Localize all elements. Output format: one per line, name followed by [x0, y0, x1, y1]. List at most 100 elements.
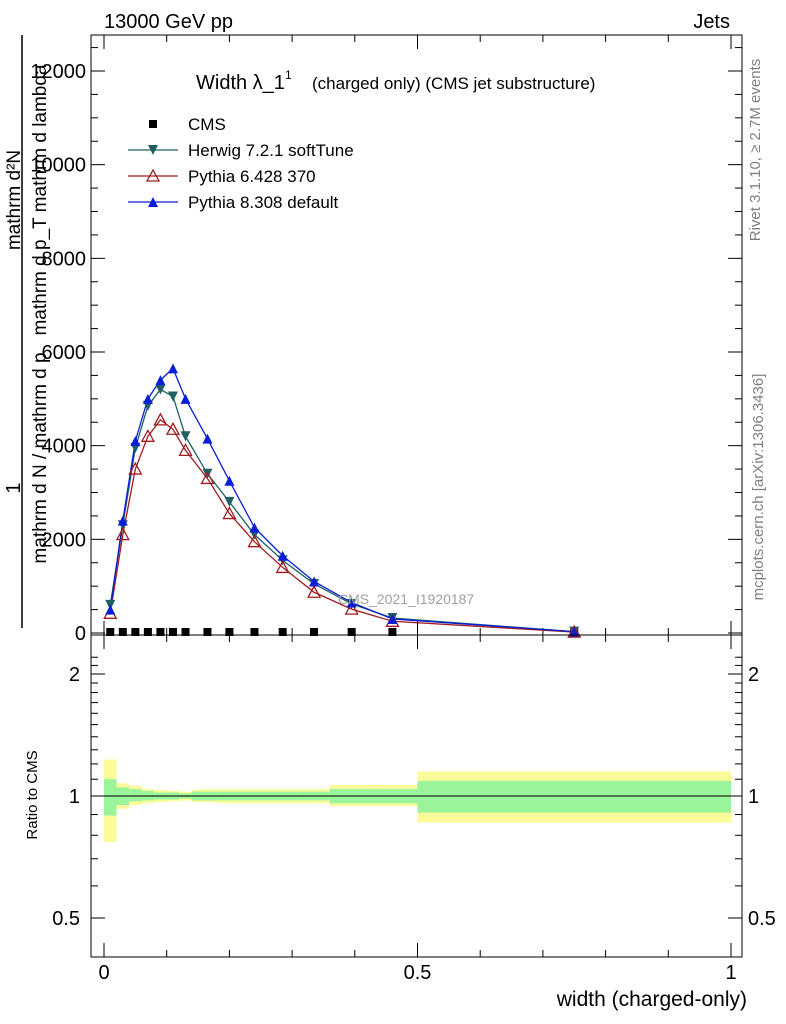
pythia8-data-point: [142, 393, 153, 404]
ylabel-denominator: mathrm d N / mathrm d p: [30, 352, 51, 563]
herwig-data-point: [224, 496, 235, 507]
ratio-panel-ticks: [91, 635, 742, 957]
pythia8-data-point: [309, 576, 320, 587]
legend-marker: [145, 168, 161, 182]
pythia6-data-point: [222, 506, 237, 520]
pythia6-data-point: [247, 534, 262, 548]
cms-data-point: [131, 628, 140, 636]
cms-data-point: [143, 628, 152, 636]
pythia8-data-point: [224, 475, 235, 486]
pythia8-data-point: [249, 522, 260, 533]
side-label-rivet: Rivet 3.1.10, ≥ 2.7M events: [747, 59, 764, 242]
legend-label: Pythia 6.428 370: [188, 167, 316, 186]
pythia6-data-point: [344, 601, 359, 615]
main-panel-ytick-labels: 0 2000 4000 6000 8000 10000 12000: [30, 61, 86, 645]
cms-data-point: [203, 628, 212, 636]
pythia8-data-point: [180, 393, 191, 404]
ratio-xtick-label: 1: [725, 962, 736, 984]
ylabel-one: 1: [3, 482, 25, 493]
header-category: Jets: [693, 11, 730, 33]
ratio-ytick-label-left: 2: [69, 664, 80, 686]
main-ytick-label: 12000: [30, 61, 86, 83]
pythia8-data-point: [167, 363, 178, 374]
pythia8-data-point: [130, 435, 141, 446]
cms-data-point: [310, 628, 319, 636]
pythia8-data-point: [117, 515, 128, 526]
pythia6-data-point: [115, 527, 130, 541]
legend-marker: [148, 197, 158, 207]
herwig-data-point: [180, 431, 191, 442]
main-ytick-label: 0: [75, 623, 86, 645]
cms-data-point: [278, 628, 287, 636]
ratio-xtick-label: 0.5: [404, 962, 432, 984]
cms-data-point: [168, 628, 177, 636]
cms-data-point: [225, 628, 234, 636]
ratio-panel-bands: [104, 759, 731, 843]
header-energy: 13000 GeV pp: [104, 11, 233, 33]
pythia6-data-point: [200, 471, 215, 485]
ratio-band-green: [129, 789, 142, 802]
main-ytick-label: 2000: [42, 529, 87, 551]
pythia6-data-point: [275, 560, 290, 574]
cms-data-point: [106, 628, 115, 636]
ratio-band-green: [104, 779, 117, 816]
pythia8-data-point: [277, 550, 288, 561]
main-ytick-label: 6000: [42, 342, 87, 364]
ratio-panel-frame: [90, 634, 743, 958]
side-label-mcplots: mcplots.cern.ch [arXiv:1306.3436]: [750, 374, 767, 601]
pythia8-data-point: [387, 613, 398, 624]
legend-marker: [148, 145, 158, 155]
watermark: CMS_2021_I1920187: [338, 591, 474, 607]
chart-title: Width λ_11: [196, 68, 292, 94]
legend-item: Herwig 7.2.1 softTune: [128, 141, 354, 160]
legend-marker: [149, 120, 157, 128]
pythia8-data-point: [569, 626, 580, 637]
cms-data-point: [181, 628, 190, 636]
main-ylabel: 1 mathrm d²N mathrm d p_T mathrm d lambd…: [3, 35, 51, 628]
ratio-xtick-label: 0: [98, 962, 109, 984]
pythia6-data-point: [140, 428, 155, 442]
main-ytick-label: 10000: [30, 155, 86, 177]
legend-item: Pythia 8.308 default: [128, 193, 339, 212]
ratio-ytick-label-right: 2: [748, 664, 759, 686]
ylabel-numerator-line2: mathrm d p_T mathrm d lambda: [30, 64, 51, 335]
ratio-ytick-label-right: 1: [748, 786, 759, 808]
ratio-ytick-label-left: 0.5: [52, 908, 80, 930]
pythia6-data-point: [153, 412, 168, 426]
cms-data-point: [156, 628, 165, 636]
ratio-ytick-label-right: 0.5: [748, 908, 776, 930]
legend: CMS Herwig 7.2.1 softTune Pythia 6.428 370…: [128, 115, 354, 212]
chart-title-sup: 1: [285, 68, 292, 82]
legend-label: Herwig 7.2.1 softTune: [188, 141, 354, 160]
pythia6-data-point: [178, 442, 193, 457]
legend-item: CMS: [149, 115, 226, 134]
main-ytick-label: 4000: [42, 436, 87, 458]
ratio-ylabel: Ratio to CMS: [24, 750, 41, 839]
pythia6-data-point: [567, 624, 582, 638]
chart-subtitle: (charged only) (CMS jet substructure): [312, 74, 595, 93]
main-ytick-label: 8000: [42, 248, 87, 270]
cms-data-point: [347, 628, 356, 636]
ratio-panel-xtick-labels: 0 0.5 1: [98, 962, 736, 984]
herwig-data-point: [155, 384, 166, 395]
pythia8-data-point: [105, 604, 116, 615]
legend-item: Pythia 6.428 370: [128, 167, 316, 186]
ratio-band-green: [417, 780, 731, 813]
cms-data-point: [118, 628, 127, 636]
herwig-data-point: [167, 391, 178, 402]
pythia6-data-point: [306, 584, 322, 598]
chart-title-main: Width λ_1: [196, 72, 285, 94]
legend-label: Pythia 8.308 default: [188, 193, 339, 212]
main-panel-ticks: [91, 35, 742, 635]
ratio-ytick-label-left: 1: [69, 786, 80, 808]
main-panel-series: [103, 363, 582, 638]
cms-data-point: [388, 628, 397, 636]
legend-label: CMS: [188, 115, 226, 134]
pythia8-data-point: [155, 375, 166, 386]
ratio-panel-ytick-labels: 0.5 0.5 1 1 2 2: [52, 664, 776, 930]
pythia8-data-point: [346, 597, 357, 608]
pythia6-data-point: [128, 461, 143, 475]
cms-data-point: [250, 628, 259, 636]
ratio-xlabel: width (charged-only): [556, 988, 747, 1011]
